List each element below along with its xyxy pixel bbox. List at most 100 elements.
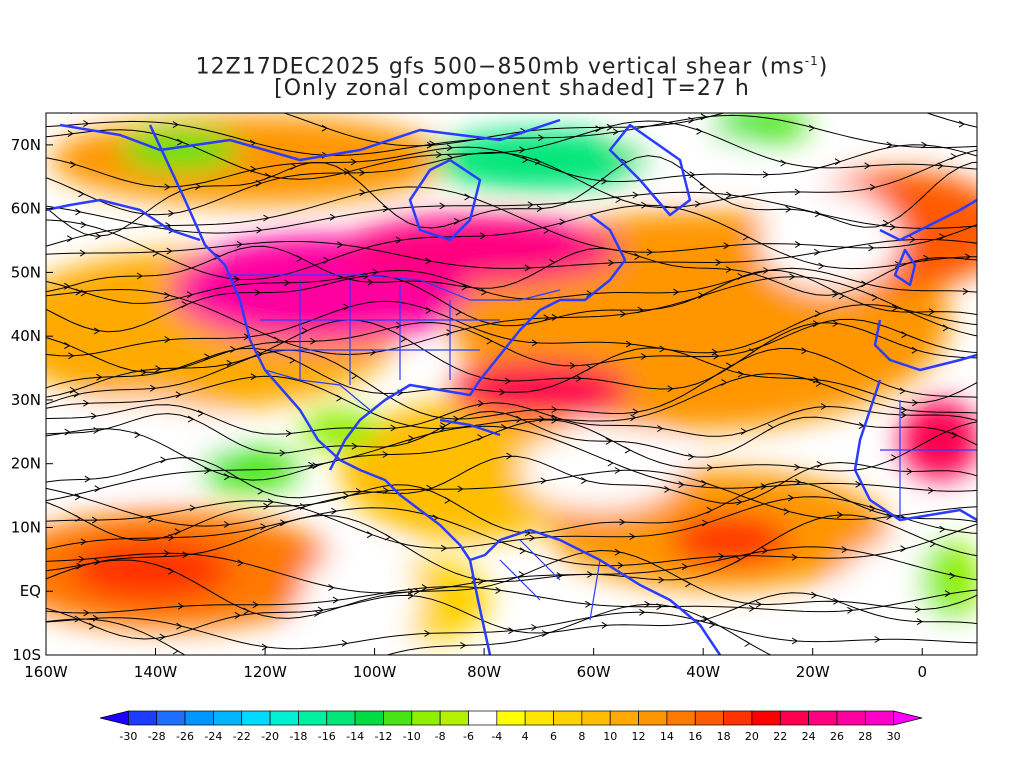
streamline-arrow [237, 559, 244, 567]
colorbar-swatch [99, 710, 129, 726]
streamline-arrow [801, 347, 808, 355]
streamline-arrow [587, 570, 594, 578]
state-lines [260, 280, 500, 385]
streamline-arrow [66, 235, 74, 243]
streamline-arrow [601, 177, 608, 185]
streamline-arrow [634, 253, 641, 260]
streamline-arrow [254, 289, 261, 297]
streamline-arrow [812, 320, 820, 328]
streamline-arrow [711, 348, 718, 356]
streamline-arrow [761, 547, 769, 555]
streamline-arrow [929, 540, 937, 548]
colorbar-swatch [241, 710, 271, 726]
streamline-arrow [808, 124, 816, 132]
streamline-arrow [706, 464, 714, 472]
colorbar-label: 4 [522, 730, 529, 743]
streamline-arrow [506, 452, 513, 460]
streamline-arrow [284, 279, 291, 287]
streamline-arrow [64, 342, 71, 350]
chart-title-line2: [Only zonal component shaded] T=27 h [274, 76, 750, 101]
streamline-arrow [735, 556, 742, 564]
streamline-arrow [195, 183, 202, 191]
streamline-arrow [531, 339, 539, 347]
streamline-arrow [390, 424, 397, 432]
colorbar-swatch [298, 710, 328, 726]
colorbar-swatch [836, 710, 866, 726]
streamline-arrow [942, 324, 949, 332]
streamline [46, 480, 977, 541]
streamline-arrow [951, 431, 958, 439]
streamline-arrow [869, 183, 877, 191]
streamline-arrow [838, 292, 845, 300]
streamline-arrow [950, 153, 957, 160]
streamline-arrow [76, 562, 83, 570]
streamline-arrow [84, 475, 91, 483]
colorbar-label: -28 [148, 730, 166, 743]
streamline-arrow [814, 248, 821, 256]
streamline-arrow [367, 278, 374, 286]
streamline-arrow [832, 290, 839, 298]
colorbar-swatch [779, 710, 809, 726]
streamline-arrow [67, 130, 74, 138]
streamline-arrow [204, 353, 211, 361]
lat-tick-label: EQ [20, 582, 41, 600]
streamline-arrow [658, 576, 665, 584]
streamline-arrow [382, 487, 390, 495]
colorbar-label: 20 [745, 730, 759, 743]
streamline-arrow [80, 538, 87, 546]
title-unit-superscript: -1 [804, 54, 819, 68]
streamline-arrow [518, 571, 525, 579]
streamline-arrow [168, 567, 175, 575]
streamline-arrow [343, 303, 350, 311]
streamline-arrow [725, 362, 733, 370]
streamline-arrow [336, 394, 343, 402]
shade-blob [300, 550, 420, 650]
streamline-arrow [688, 453, 695, 461]
streamline [46, 204, 977, 281]
streamline-arrow [556, 572, 563, 580]
colorbar-label: 10 [603, 730, 617, 743]
streamline-arrow [164, 336, 171, 344]
streamline-arrow [748, 348, 755, 355]
streamline-arrow [486, 337, 493, 345]
streamline-arrow [78, 555, 85, 563]
colorbar-label: 26 [830, 730, 844, 743]
streamline-arrow [332, 596, 339, 604]
streamline-arrow [569, 362, 576, 370]
colorbar-label: -24 [204, 730, 222, 743]
streamline-arrow [889, 223, 897, 231]
streamline-arrow [848, 671, 853, 677]
streamline-arrow [737, 272, 744, 280]
streamline-arrow [425, 257, 432, 265]
streamline-arrow [619, 518, 626, 526]
streamline-arrow [794, 188, 801, 196]
streamline-arrow [721, 379, 728, 386]
streamline-arrow [164, 291, 171, 299]
streamline-arrow [396, 322, 403, 329]
streamline-arrow [296, 255, 303, 262]
streamline-arrow [944, 590, 952, 598]
streamline-arrow [646, 248, 653, 256]
streamline-arrow [575, 374, 583, 382]
streamline-arrow [75, 288, 82, 296]
streamline [46, 373, 977, 429]
colorbar-swatch [184, 710, 214, 726]
streamline-arrow [816, 460, 823, 468]
border-south-america [499, 539, 601, 621]
streamline-arrow [614, 548, 621, 556]
streamline-arrow [359, 169, 366, 177]
streamline-arrow [694, 200, 702, 208]
border-africa [880, 400, 977, 520]
colorbar-swatch [694, 710, 724, 726]
streamline-arrow [847, 606, 854, 614]
streamlines [46, 113, 977, 677]
coast-uk [893, 248, 917, 287]
streamline [46, 410, 977, 458]
shade-blob [920, 540, 977, 620]
colorbar-label: 24 [802, 730, 816, 743]
plot-area [46, 113, 977, 677]
lon-tick-label: 100W [353, 663, 397, 681]
streamline-arrow [787, 494, 795, 502]
colorbar-swatch [156, 710, 186, 726]
lon-tick-label: 160W [24, 663, 68, 681]
